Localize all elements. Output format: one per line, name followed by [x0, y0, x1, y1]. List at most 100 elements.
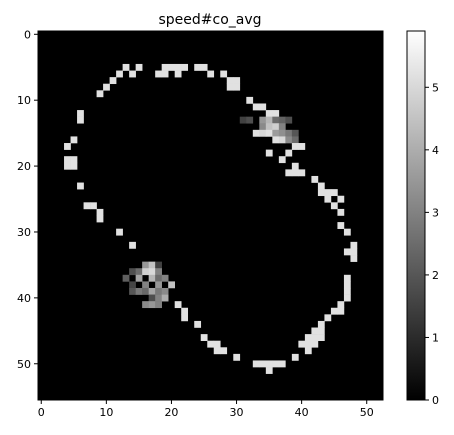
heatmap-cell: [161, 274, 169, 282]
heatmap-cell: [317, 334, 325, 341]
heatmap-cell: [70, 156, 78, 164]
heatmap-cell: [265, 123, 273, 131]
heatmap-cell: [116, 70, 123, 78]
heatmap-cell: [90, 202, 97, 210]
x-tick-label: 30: [230, 406, 244, 419]
heatmap-cell: [265, 367, 273, 374]
heatmap-cell: [350, 248, 358, 256]
heatmap-cell: [259, 103, 267, 111]
heatmap-cell: [109, 77, 117, 85]
x-tick-label: 0: [38, 406, 45, 419]
heatmap-cell: [220, 347, 228, 355]
heatmap-cell: [96, 215, 104, 223]
heatmap-cell: [324, 195, 332, 203]
heatmap-cell: [317, 320, 325, 328]
heatmap-cell: [142, 268, 149, 276]
heatmap-cell: [252, 360, 260, 368]
heatmap-cell: [83, 202, 91, 210]
heatmap-cell: [343, 281, 351, 289]
heatmap-cell: [285, 129, 293, 137]
heatmap-cell: [181, 314, 189, 322]
heatmap-cell: [64, 162, 71, 170]
colorbar-tick-label: 3: [432, 206, 439, 219]
heatmap-cell: [155, 294, 162, 302]
heatmap-cell: [343, 294, 351, 302]
y-tick-label: 0: [24, 28, 31, 41]
heatmap-cell: [317, 182, 325, 190]
y-tick-label: 10: [17, 94, 31, 107]
x-tick-label: 20: [164, 406, 178, 419]
heatmap-cell: [246, 96, 254, 104]
heatmap-cell: [213, 347, 221, 355]
heatmap-cell: [278, 116, 286, 124]
heatmap-cell: [129, 268, 136, 276]
heatmap-cell: [148, 287, 156, 295]
heatmap-cell: [161, 294, 169, 302]
heatmap-cell: [70, 162, 78, 170]
heatmap-cell: [161, 63, 169, 71]
colorbar-tick-label: 0: [432, 394, 439, 407]
x-axis: 0 10 20 30 40 50: [38, 400, 374, 419]
heatmap-cell: [291, 353, 299, 361]
colorbar-tick-label: 2: [432, 269, 439, 282]
heatmap-cell: [181, 63, 189, 71]
heatmap-cell: [155, 281, 162, 289]
heatmap-cell: [285, 149, 293, 157]
heatmap-cell: [161, 287, 169, 295]
heatmap-cell: [168, 281, 175, 289]
plot-area: [37, 30, 384, 401]
heatmap-cell: [129, 70, 136, 78]
heatmap-cell: [122, 274, 130, 282]
y-tick-label: 30: [17, 226, 31, 239]
heatmap-cell: [330, 307, 338, 315]
heatmap-cell: [272, 136, 280, 144]
heatmap-cell: [213, 340, 221, 348]
heatmap-cell: [142, 261, 149, 269]
heatmap-cell: [343, 274, 351, 282]
heatmap-cell: [194, 63, 202, 71]
heatmap-cell: [278, 156, 286, 164]
heatmap-cell: [317, 327, 325, 335]
heatmap-cell: [174, 63, 182, 71]
heatmap-cell: [298, 143, 306, 150]
heatmap-cell: [278, 123, 286, 131]
heatmap-cell: [291, 129, 299, 137]
heatmap-cell: [155, 261, 162, 269]
heatmap-cell: [168, 63, 175, 71]
heatmap-cell: [343, 287, 351, 295]
heatmap-cell: [285, 169, 293, 177]
heatmap-cell: [337, 195, 345, 203]
heatmap-cell: [350, 241, 358, 249]
heatmap-cell: [265, 149, 273, 157]
heatmap-cell: [148, 261, 156, 269]
heatmap-cell: [148, 268, 156, 276]
y-tick-label: 50: [17, 358, 31, 371]
heatmap-cell: [129, 281, 136, 289]
colorbar-tick-label: 4: [432, 144, 439, 157]
heatmap-cell: [174, 301, 182, 309]
heatmap-cell: [291, 162, 299, 170]
heatmap-cell: [246, 116, 254, 124]
colorbar-ticks: 0 1 2 3 4 5: [425, 81, 439, 407]
heatmap-cells: [64, 63, 358, 374]
heatmap-cell: [317, 189, 325, 197]
heatmap-cell: [330, 202, 338, 210]
heatmap-cell: [161, 70, 169, 78]
heatmap-cell: [272, 360, 280, 368]
heatmap-cell: [304, 340, 312, 348]
heatmap-cell: [155, 301, 162, 309]
heatmap-cell: [298, 169, 306, 177]
heatmap-cell: [304, 334, 312, 341]
heatmap-cell: [350, 255, 358, 262]
heatmap-cell: [337, 301, 345, 309]
heatmap-cell: [194, 320, 202, 328]
heatmap-cell: [207, 70, 215, 78]
heatmap-cell: [259, 123, 267, 131]
heatmap-cell: [330, 189, 338, 197]
colorbar-frame: [406, 30, 426, 401]
heatmap-cell: [129, 241, 136, 249]
x-tick-label: 10: [99, 406, 113, 419]
heatmap-cell: [239, 116, 247, 124]
heatmap-cell: [174, 70, 182, 78]
